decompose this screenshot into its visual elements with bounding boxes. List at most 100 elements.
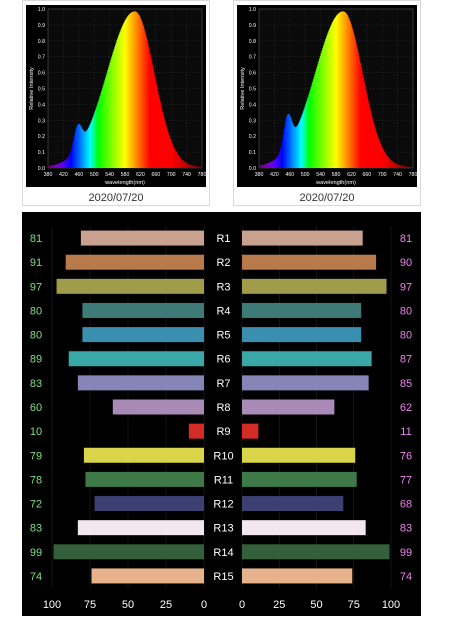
spectrum-fill-slice (79, 124, 81, 168)
spectrum-fill-slice (110, 59, 112, 168)
spectrum-fill-slice (62, 161, 64, 168)
spectrum-fill-slice (80, 126, 82, 168)
spectrum-fill-slice (150, 57, 152, 168)
right-bar-r11 (242, 471, 357, 487)
spectrum-fill-slice (136, 12, 138, 168)
x-tick-label: 500 (301, 172, 310, 178)
spectrum-fill-slice (272, 160, 275, 168)
left-bar-r3 (56, 278, 205, 294)
spectrum-fill-slice (85, 131, 87, 168)
y-tick-label: 0.2 (249, 134, 256, 140)
spectrum-fill-slice (127, 16, 129, 168)
spectrum-fill-slice (388, 158, 390, 168)
spectrum-fill-slice (301, 115, 303, 168)
left-value-label: 72 (30, 499, 42, 511)
category-label: R13 (213, 523, 233, 535)
spectrum-fill-slice (324, 41, 326, 169)
spectrum-fill-slice (409, 166, 411, 168)
x-tick-label: 740 (182, 172, 191, 178)
spectrum-fill-slice (65, 159, 67, 168)
spectrum-fill-slice (356, 45, 358, 168)
spectrum-fill-slice (362, 74, 364, 168)
left-value-label: 10 (30, 426, 42, 438)
left-bar-r15 (91, 568, 204, 584)
left-value-label: 60 (30, 402, 42, 414)
spectrum-fill-slice (54, 164, 56, 168)
x-tick-label: 580 (121, 172, 130, 178)
spectrum-fill-slice (106, 72, 108, 168)
spectrum-fill-slice (372, 122, 375, 168)
spectrum-fill-slice (50, 165, 52, 168)
left-bar-r8 (112, 399, 204, 415)
spectrum-fill-slice (64, 160, 67, 168)
spectrum-fill-slice (322, 48, 324, 169)
left-bar-r1 (80, 230, 204, 246)
spectrum-fill-slice (141, 21, 143, 168)
spectrum-fill-slice (385, 153, 387, 168)
y-tick-label: 0.3 (38, 118, 45, 124)
right-value-label: 74 (400, 571, 412, 583)
x-tick-label: 540 (316, 172, 325, 178)
spectrum-fill-slice (195, 166, 197, 168)
x-tick-label: 75 (84, 599, 96, 611)
spectrum-fill-slice (317, 63, 319, 168)
spectrum-fill-slice (346, 15, 348, 168)
spectrum-fill-slice (101, 88, 104, 168)
spectrum-fill-slice (172, 146, 174, 168)
x-tick-label: 75 (348, 599, 360, 611)
spectrum-fill-slice (101, 90, 103, 168)
spectrum-fill-slice (346, 13, 348, 169)
spectrum-chart-right: 380 420 460 500 540 580 620 660 700 740 780 0.0 0.1 0… (237, 5, 417, 187)
right-value-label: 97 (400, 281, 412, 293)
spectrum-fill-slice (318, 60, 320, 168)
right-bar-r2 (242, 254, 377, 270)
spectrum-fill-slice (302, 111, 305, 168)
spectrum-fill-slice (283, 129, 285, 168)
spectrum-fill-slice (311, 84, 313, 168)
spectrum-fill-slice (322, 45, 325, 169)
spectrum-fill-slice (148, 46, 150, 168)
spectrum-fill-slice (368, 103, 370, 168)
spectrum-fill-slice (140, 19, 142, 168)
left-value-label: 80 (30, 330, 42, 342)
spectrum-fill-slice (76, 126, 78, 168)
left-bar-r12 (94, 496, 204, 512)
spectrum-fill-slice (264, 164, 266, 168)
spectrum-fill-slice (282, 138, 284, 168)
spectrum-fill-slice (341, 11, 343, 169)
spectrum-fill-slice (102, 85, 104, 168)
spectrum-fill-slice (51, 165, 54, 168)
spectrum-fill-slice (165, 126, 167, 168)
left-bar-r13 (77, 520, 204, 536)
spectrum-fill-slice (277, 155, 279, 168)
spectrum-fill-slice (291, 121, 293, 168)
spectrum-fill-slice (182, 160, 184, 168)
spectrum-fill-slice (181, 160, 184, 168)
spectrum-fill-slice (310, 87, 312, 168)
spectrum-fill-slice (185, 162, 187, 168)
spectrum-fill-slice (82, 130, 84, 168)
spectrum-fill-slice (366, 93, 368, 168)
spectrum-fill-slice (68, 156, 70, 168)
spectrum-fill-slice (293, 126, 295, 168)
spectrum-fill-slice (169, 138, 171, 168)
spectrum-fill-slice (131, 12, 133, 168)
spectrum-fill-slice (373, 125, 375, 168)
spectrum-fill-slice (171, 144, 174, 168)
spectrum-fill-slice (132, 11, 134, 169)
spectrum-fill-slice (295, 127, 297, 168)
spectrum-fill-slice (100, 93, 102, 168)
spectrum-fill-slice (303, 108, 305, 168)
spectrum-fill-slice (315, 71, 317, 168)
spectrum-fill-slice (53, 164, 55, 168)
spectrum-fill-slice (325, 39, 327, 168)
right-value-label: 11 (400, 426, 411, 438)
spectrum-fill-slice (332, 21, 334, 169)
spectrum-fill-slice (312, 81, 314, 168)
spectrum-fill-slice (139, 17, 141, 168)
x-tick-label: 100 (382, 599, 400, 611)
category-label: R7 (216, 378, 230, 390)
spectrum-fill-slice (288, 113, 290, 168)
spectrum-fill-slice (320, 53, 322, 168)
spectrum-fill-slice (364, 85, 366, 168)
